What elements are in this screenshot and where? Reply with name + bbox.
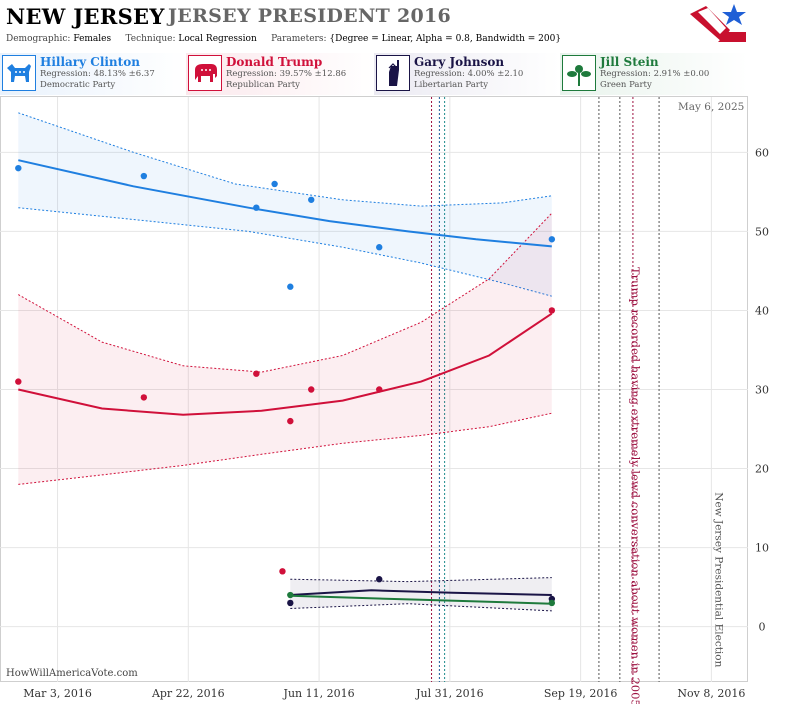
candidate-johnson: Gary Johnson Regression: 4.00% ±2.10 Lib… (374, 53, 560, 95)
hillary-clinton-poll-point (253, 204, 260, 211)
donald-trump-trend-line (18, 312, 553, 416)
donald-trump-poll-point (376, 386, 383, 393)
candidate-party: Green Party (600, 80, 652, 90)
y-tick-label: 10 (755, 542, 769, 555)
hillary-clinton-poll-point (287, 283, 294, 290)
hillary-clinton-trend-line (18, 159, 552, 248)
y-tick-label: 50 (755, 225, 769, 238)
donald-trump-band-upper (18, 212, 553, 373)
candidate-regression: Regression: 39.57% ±12.86 (226, 69, 347, 79)
x-tick-label: Jun 11, 2016 (283, 687, 355, 700)
race-title: JERSEY PRESIDENT 2016 (168, 5, 452, 27)
header: NEW JERSEY JERSEY PRESIDENT 2016 Demogra… (0, 0, 789, 52)
x-tick-label: Jul 31, 2016 (415, 687, 484, 700)
gary-johnson-band-lower (290, 603, 552, 612)
annotation-label: Trump recorded having extremely lewd con… (629, 267, 643, 704)
demographic-label: Demographic: (6, 34, 71, 44)
candidate-trump: Donald Trump Regression: 39.57% ±12.86 R… (186, 53, 374, 95)
donkey-icon (2, 55, 36, 91)
hillary-clinton-poll-point (15, 164, 22, 172)
gary-johnson-band-upper (290, 577, 552, 583)
annotation-label: New Jersey Presidential Election (712, 492, 724, 667)
gary-johnson-poll-point (376, 576, 383, 583)
hillary-clinton-poll-point (548, 236, 556, 243)
hillary-clinton-poll-point (308, 196, 315, 203)
donald-trump-poll-point (287, 417, 294, 425)
donald-trump-band (18, 213, 552, 485)
technique-label: Technique: (125, 34, 176, 44)
hillary-clinton-band (18, 112, 552, 297)
donald-trump-extra-poll-poll-point (279, 568, 286, 575)
candidate-party: Democratic Party (40, 80, 116, 90)
poll-points (15, 164, 556, 607)
event-lines (431, 97, 660, 682)
candidate-name: Jill Stein (600, 55, 659, 69)
jill-stein-poll-point (548, 599, 556, 607)
statue-of-liberty-icon (376, 55, 410, 91)
gary-johnson-poll-point (287, 599, 294, 607)
donald-trump-band-lower (18, 412, 552, 485)
y-tick-label: 30 (755, 384, 769, 397)
candidate-party: Republican Party (226, 80, 300, 90)
candidate-name: Hillary Clinton (40, 55, 140, 69)
candidate-party: Libertarian Party (414, 80, 489, 90)
donald-trump-poll-point (15, 378, 22, 385)
donald-trump-poll-point (308, 386, 315, 393)
candidate-name: Gary Johnson (414, 55, 505, 69)
site-logo-icon (690, 4, 746, 42)
parameters-value: {Degree = Linear, Alpha = 0.8, Bandwidth… (329, 34, 562, 44)
candidate-regression: Regression: 48.13% ±6.37 (40, 69, 155, 79)
trend-lines (18, 159, 553, 605)
hillary-clinton-poll-point (376, 244, 383, 251)
hillary-clinton-poll-point (140, 172, 148, 180)
state-title: NEW JERSEY (6, 4, 165, 29)
candidate-clinton: Hillary Clinton Regression: 48.13% ±6.37… (0, 53, 186, 95)
date-stamp: May 6, 2025 (678, 101, 745, 113)
annotations: Trump recorded having extremely lewd con… (629, 267, 725, 704)
technique-value: Local Regression (178, 34, 257, 44)
candidate-stein: Jill Stein Regression: 2.91% ±0.00 Green… (560, 53, 748, 95)
demographic-value: Females (73, 34, 112, 44)
donald-trump-poll-point (548, 307, 556, 314)
grid-layer (0, 97, 748, 682)
y-tick-label: 40 (755, 304, 769, 317)
candidate-regression: Regression: 2.91% ±0.00 (600, 69, 710, 79)
candidate-legend: Hillary Clinton Regression: 48.13% ±6.37… (0, 53, 789, 95)
y-tick-label: 60 (755, 146, 769, 159)
y-tick-label: 20 (755, 463, 769, 476)
donald-trump-poll-point (140, 394, 148, 401)
x-tick-label: Apr 22, 2016 (151, 687, 225, 700)
y-tick-label: 0 (759, 621, 766, 634)
elephant-icon (188, 55, 222, 91)
parameters-line: Demographic: Females Technique: Local Re… (6, 34, 561, 44)
flower-icon (562, 55, 596, 91)
gary-johnson-trend-line (290, 589, 552, 596)
hillary-clinton-band-upper (18, 112, 552, 207)
jill-stein-trend-line (290, 594, 552, 605)
x-tick-label: Nov 8, 2016 (677, 687, 745, 700)
hillary-clinton-poll-point (271, 180, 278, 188)
watermark: HowWillAmericaVote.com (6, 668, 138, 679)
axis-labels: Mar 3, 2016 Apr 22, 2016 Jun 11, 2016 Jul 3… (23, 146, 769, 700)
donald-trump-poll-point (253, 370, 260, 377)
jill-stein-poll-point (287, 591, 294, 599)
candidate-regression: Regression: 4.00% ±2.10 (414, 69, 524, 79)
x-tick-label: Sep 19, 2016 (544, 687, 618, 700)
candidate-name: Donald Trump (226, 55, 323, 69)
parameters-label: Parameters: (271, 34, 327, 44)
x-tick-label: Mar 3, 2016 (23, 687, 92, 700)
